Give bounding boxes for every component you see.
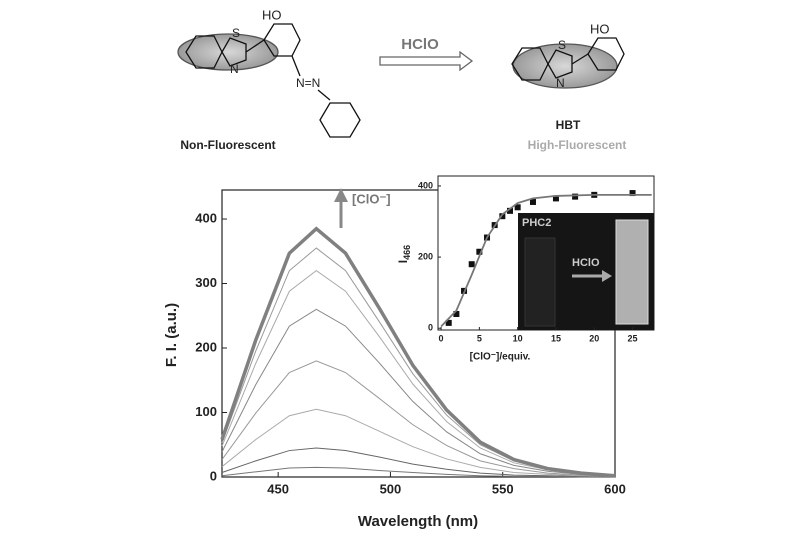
atom: N: [230, 62, 239, 76]
photo-label: HClO: [572, 257, 600, 269]
compound-label: Non-Fluorescent: [180, 138, 275, 152]
inset-photo: [518, 213, 654, 330]
line: [440, 193, 652, 328]
x-tick-label: 25: [628, 333, 638, 343]
inset-x-axis-label: [ClO⁻]/equiv.: [470, 352, 531, 363]
y-tick-label: 200: [418, 251, 433, 261]
x-tick-label: 550: [492, 481, 514, 496]
point: [514, 204, 521, 211]
point: [499, 213, 506, 220]
photo-label: PHC2: [522, 217, 551, 229]
y-tick-label: 0: [428, 323, 433, 333]
y-label-main: I: [396, 260, 410, 263]
vial: [524, 237, 556, 327]
ring: [319, 102, 361, 138]
point: [629, 190, 636, 197]
line: [221, 408, 616, 477]
x-tick-label: 450: [267, 481, 289, 496]
y-axis-label: F. I. (a.u.): [163, 303, 180, 367]
x-tick-label: 15: [551, 333, 561, 343]
y-tick-label: 200: [195, 339, 217, 354]
point: [507, 207, 513, 214]
line: [221, 308, 616, 477]
vial: [615, 219, 649, 325]
point: [529, 198, 536, 205]
x-tick-label: 500: [380, 481, 402, 496]
line: [221, 466, 615, 478]
halo: [177, 33, 279, 71]
point: [453, 310, 460, 317]
y-tick-label: 100: [195, 404, 217, 419]
point: [572, 193, 579, 200]
photo-arrowhead: [602, 270, 612, 282]
ring: [263, 23, 301, 57]
scheme: [177, 23, 625, 138]
y-tick-label: 400: [195, 210, 217, 225]
point: [468, 261, 475, 268]
bond: [571, 53, 589, 65]
x-tick-label: 10: [513, 333, 523, 343]
y-tick-label: 300: [195, 275, 217, 290]
y-tick-label: 0: [210, 468, 217, 483]
point: [552, 195, 559, 202]
ring: [587, 37, 625, 71]
atom: HO: [590, 21, 610, 36]
y-tick-label: 400: [418, 180, 433, 190]
line: [221, 360, 616, 477]
line: [221, 447, 616, 478]
plot-frame: [221, 189, 616, 478]
x-tick-label: 20: [589, 333, 599, 343]
point: [476, 248, 483, 255]
atom: S: [232, 26, 240, 40]
line: [220, 226, 616, 478]
reagent: HClO: [401, 36, 439, 53]
x-axis-label: Wavelength (nm): [358, 513, 478, 530]
annotation-arrowhead: [334, 188, 348, 202]
bond: [291, 55, 301, 77]
compound-name: HBT: [556, 118, 581, 132]
x-tick-label: 5: [477, 333, 482, 343]
atom: N: [556, 76, 565, 90]
y-label-sub: 466: [402, 245, 412, 260]
inset-y-axis-label: I466: [396, 245, 412, 263]
point: [445, 319, 452, 326]
bond: [317, 89, 331, 101]
atom: HO: [262, 7, 282, 22]
atom: N=N: [296, 76, 320, 90]
annotation: [ClO⁻]: [352, 191, 391, 206]
reaction-arrow: [379, 50, 474, 72]
atom: S: [558, 38, 566, 52]
compound-label: High-Fluorescent: [528, 138, 627, 152]
bond: [245, 39, 265, 53]
x-tick-label: 0: [439, 333, 444, 343]
x-tick-label: 600: [604, 481, 626, 496]
